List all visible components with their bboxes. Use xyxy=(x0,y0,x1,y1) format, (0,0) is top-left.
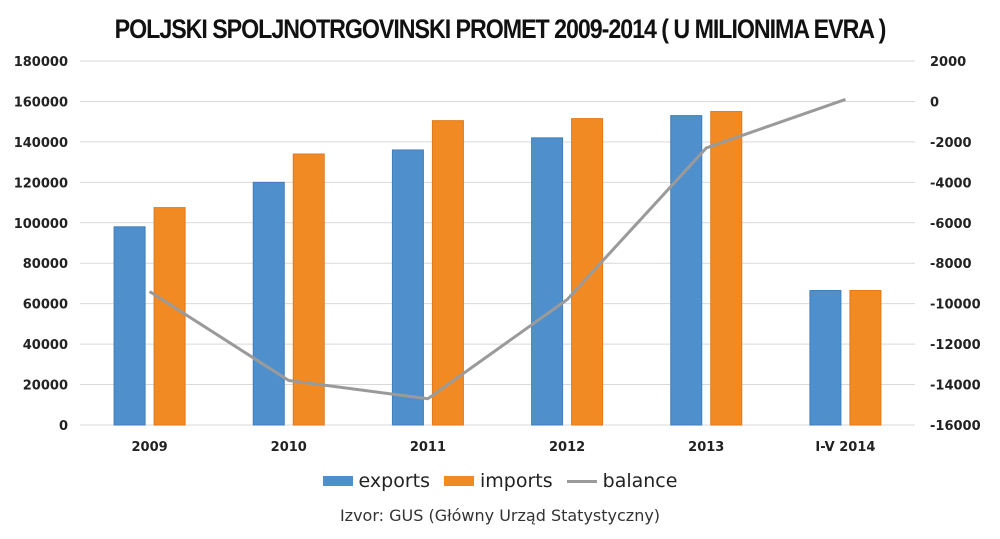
gridlines xyxy=(80,60,915,426)
bar-exports xyxy=(113,226,146,426)
y-tick-left: 60000 xyxy=(23,298,68,313)
y-tick-right: 2000 xyxy=(930,55,966,70)
x-axis-categories: 2009 2010 2011 2012 2013 I-V 2014 xyxy=(131,440,875,455)
y-tick-right: -6000 xyxy=(930,217,972,232)
bar-imports xyxy=(292,153,325,426)
y-tick-left: 120000 xyxy=(14,176,68,191)
y-tick-right: -4000 xyxy=(930,176,972,191)
y-tick-left: 0 xyxy=(59,419,68,434)
y-tick-right: -2000 xyxy=(930,136,972,151)
x-tick-label: 2012 xyxy=(549,440,585,455)
bar-imports xyxy=(571,118,604,426)
legend: exports imports balance xyxy=(0,470,1000,492)
y-tick-right: -10000 xyxy=(930,298,981,313)
x-tick-label: 2009 xyxy=(131,440,167,455)
x-tick-label: 2013 xyxy=(688,440,724,455)
y-axis-left: 0 20000 40000 60000 80000 100000 120000 140000 1… xyxy=(14,55,68,434)
legend-item-imports: imports xyxy=(444,470,553,492)
bar-imports xyxy=(710,111,743,426)
imports-swatch-icon xyxy=(444,476,474,486)
y-tick-left: 160000 xyxy=(14,95,68,110)
bar-imports xyxy=(431,120,464,426)
bar-exports xyxy=(531,137,564,426)
y-tick-left: 140000 xyxy=(14,136,68,151)
y-tick-left: 80000 xyxy=(23,257,68,272)
y-tick-left: 100000 xyxy=(14,217,68,232)
legend-item-exports: exports xyxy=(322,470,430,492)
bar-exports xyxy=(391,149,424,426)
chart-plot: 0200004000060000800001000001200001400001… xyxy=(14,55,981,455)
chart-title: POLJSKI SPOLJNOTRGOVINSKI PROMET 2009-20… xyxy=(114,14,887,44)
legend-label-imports: imports xyxy=(480,470,553,492)
bar-exports xyxy=(252,181,285,426)
balance-polyline xyxy=(148,98,846,401)
y-axis-right: -16000 -14000 -12000 -10000 -8000 -6000 -4000 -… xyxy=(930,55,981,434)
y-tick-right: 0 xyxy=(930,95,939,110)
x-tick-label: I-V 2014 xyxy=(815,440,875,455)
exports-swatch-icon xyxy=(322,476,353,486)
y-tick-right: -12000 xyxy=(930,338,981,353)
legend-label-balance: balance xyxy=(602,470,678,492)
bar-imports xyxy=(849,290,882,426)
y-tick-left: 20000 xyxy=(23,379,68,394)
y-tick-right: -14000 xyxy=(930,379,981,394)
bars xyxy=(113,111,882,426)
x-tick-label: 2011 xyxy=(410,440,446,455)
x-tick-label: 2010 xyxy=(271,440,307,455)
bar-exports xyxy=(670,115,703,426)
y-tick-left: 180000 xyxy=(14,55,68,70)
source-note: Izvor: GUS (Główny Urząd Statystyczny) xyxy=(339,506,661,525)
y-tick-right: -16000 xyxy=(930,419,981,434)
balance-line-icon xyxy=(566,479,597,483)
legend-item-balance: balance xyxy=(566,470,678,492)
balance-line xyxy=(148,98,846,401)
legend-label-exports: exports xyxy=(358,470,430,492)
bar-exports xyxy=(809,290,842,426)
bar-imports xyxy=(153,207,186,426)
y-tick-left: 40000 xyxy=(23,338,68,353)
y-tick-right: -8000 xyxy=(930,257,972,272)
